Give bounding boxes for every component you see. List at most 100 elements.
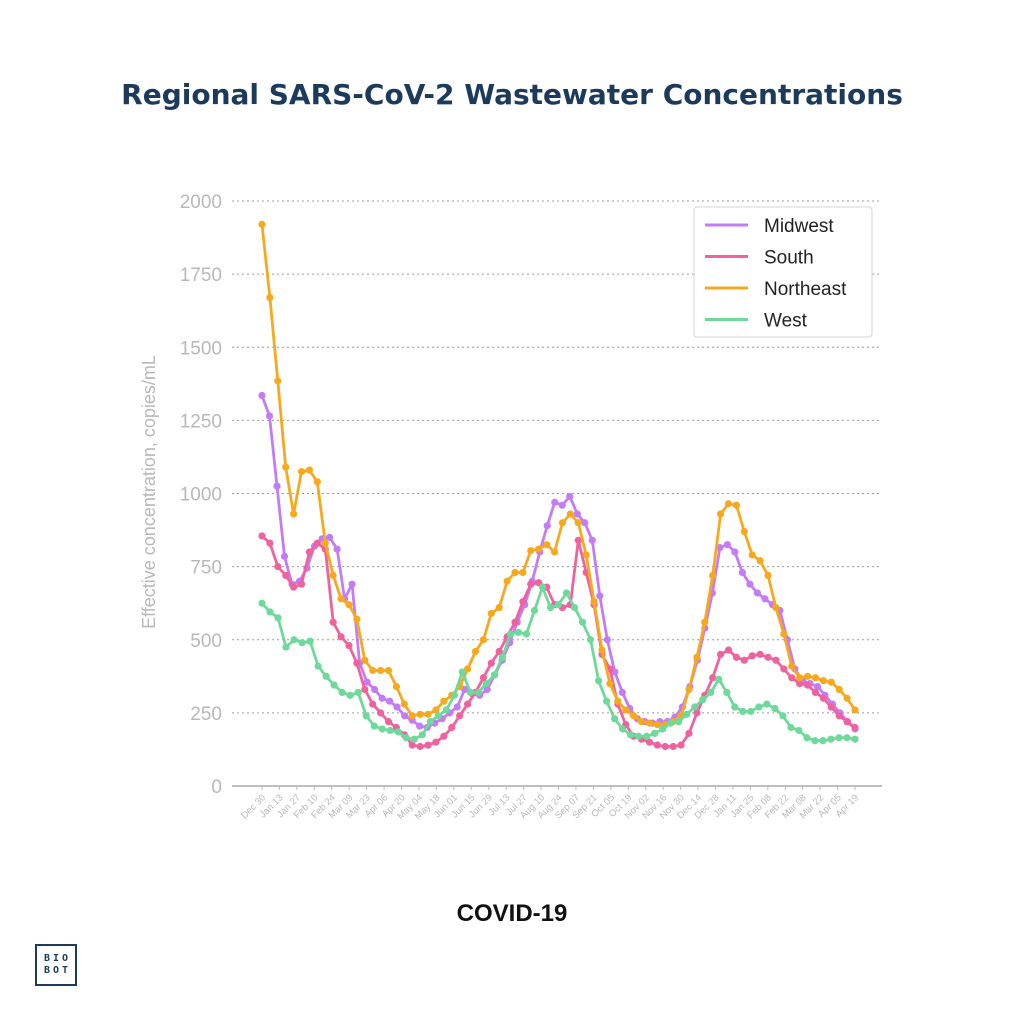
data-point xyxy=(707,688,715,697)
data-point xyxy=(685,685,693,694)
series-line-south xyxy=(260,534,857,748)
data-point xyxy=(450,691,458,699)
data-point xyxy=(314,662,322,670)
data-point xyxy=(346,691,354,699)
data-point xyxy=(386,726,394,735)
data-point xyxy=(715,675,723,683)
data-point xyxy=(747,707,755,716)
data-point xyxy=(691,703,699,711)
data-point xyxy=(551,498,559,506)
series-west xyxy=(258,583,859,745)
legend-label: West xyxy=(764,311,808,332)
data-point xyxy=(787,723,795,732)
data-point xyxy=(716,650,725,658)
data-point xyxy=(471,647,480,656)
data-point xyxy=(602,697,611,705)
data-point xyxy=(401,712,409,720)
data-point xyxy=(266,293,274,302)
data-point xyxy=(258,391,266,400)
data-point xyxy=(440,732,448,740)
data-point xyxy=(780,630,788,638)
data-point xyxy=(543,522,551,530)
data-point xyxy=(432,706,440,714)
data-point xyxy=(338,688,346,697)
data-point xyxy=(274,614,282,622)
data-point xyxy=(574,519,582,527)
data-point xyxy=(843,718,851,726)
data-point xyxy=(456,712,464,720)
data-point xyxy=(362,712,370,720)
data-point xyxy=(274,377,282,385)
data-point xyxy=(426,718,434,726)
data-point xyxy=(796,674,804,682)
data-point xyxy=(483,685,491,694)
data-point xyxy=(448,723,456,732)
data-point xyxy=(527,546,535,555)
data-point xyxy=(519,568,527,577)
data-point xyxy=(771,704,779,713)
data-point xyxy=(756,557,764,565)
data-point xyxy=(408,712,416,720)
data-point xyxy=(574,536,582,544)
data-point xyxy=(723,688,731,697)
data-point xyxy=(562,589,571,597)
data-point xyxy=(637,718,646,726)
data-point xyxy=(643,732,651,740)
data-point xyxy=(345,601,353,609)
data-point xyxy=(843,694,851,702)
data-point xyxy=(566,492,574,501)
data-point xyxy=(273,482,281,490)
data-point xyxy=(709,674,717,682)
data-point xyxy=(835,685,843,694)
y-tick-label: 1500 xyxy=(180,338,222,359)
data-point xyxy=(739,707,747,716)
data-point xyxy=(432,738,440,746)
data-point xyxy=(345,642,353,650)
data-point xyxy=(740,656,748,664)
data-point xyxy=(618,688,626,697)
data-point xyxy=(282,463,290,471)
y-tick-label: 500 xyxy=(190,631,222,652)
legend: Midwest South Northeast West xyxy=(693,206,873,338)
data-point xyxy=(653,720,661,729)
data-point xyxy=(596,592,604,600)
data-point xyxy=(645,719,654,727)
data-point xyxy=(594,677,603,685)
data-point xyxy=(614,697,622,705)
data-point xyxy=(408,741,416,749)
data-point xyxy=(474,688,482,697)
data-point xyxy=(258,532,266,540)
data-point xyxy=(377,666,385,675)
series-midwest xyxy=(258,391,859,733)
page-title: Regional SARS-CoV-2 Wastewater Concentra… xyxy=(121,78,903,111)
data-point xyxy=(811,674,820,682)
footer-title: COVID-19 xyxy=(456,900,568,927)
data-point xyxy=(653,741,661,749)
data-point xyxy=(506,630,515,638)
data-point xyxy=(780,665,788,673)
data-point xyxy=(746,580,754,588)
data-point xyxy=(514,628,523,637)
y-tick-label: 250 xyxy=(190,704,222,725)
data-point xyxy=(479,674,487,682)
data-point xyxy=(258,599,266,607)
data-point xyxy=(386,697,394,705)
data-point xyxy=(369,700,377,708)
data-point xyxy=(566,510,574,518)
data-point xyxy=(716,510,725,518)
legend-box xyxy=(693,206,873,338)
data-point xyxy=(811,688,820,697)
data-point xyxy=(305,466,314,474)
y-tick-label: 1750 xyxy=(180,265,222,286)
data-point xyxy=(756,650,764,658)
data-point xyxy=(298,639,306,647)
data-point xyxy=(487,609,495,618)
series-line-midwest xyxy=(260,394,857,731)
data-point xyxy=(795,726,803,735)
data-point xyxy=(546,603,555,612)
y-tick-label: 2000 xyxy=(180,192,222,213)
data-point xyxy=(282,571,290,580)
data-point xyxy=(337,633,345,641)
data-point xyxy=(361,656,369,664)
data-point xyxy=(325,533,334,541)
